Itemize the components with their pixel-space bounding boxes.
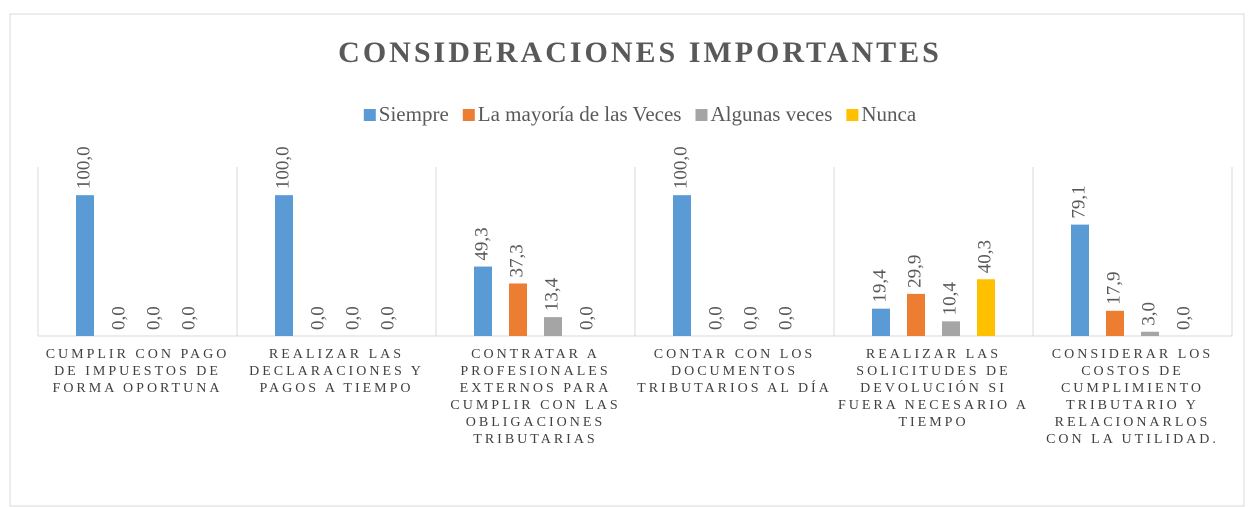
value-label: 0,0	[576, 306, 597, 330]
value-label: 0,0	[143, 306, 164, 330]
legend-label: Nunca	[861, 102, 916, 126]
bar	[509, 283, 527, 336]
legend-swatch	[695, 109, 708, 121]
legend-swatch	[846, 109, 859, 121]
value-label: 10,4	[939, 282, 960, 316]
value-label: 37,3	[506, 244, 527, 277]
value-label: 0,0	[740, 306, 761, 330]
value-label: 0,0	[377, 306, 398, 330]
value-label: 13,4	[541, 277, 562, 311]
bar	[544, 317, 562, 336]
value-label: 0,0	[775, 306, 796, 330]
value-label: 17,9	[1103, 272, 1124, 305]
value-label: 100,0	[670, 146, 691, 189]
legend-label: La mayoría de las Veces	[478, 102, 682, 126]
value-label: 0,0	[1173, 306, 1194, 330]
value-label: 100,0	[73, 146, 94, 189]
legend-swatch	[462, 109, 475, 121]
value-label: 0,0	[342, 306, 363, 330]
value-label: 29,9	[904, 255, 925, 288]
value-label: 0,0	[178, 306, 199, 330]
bar	[907, 293, 925, 336]
x-tick-label: CONTRATAR A PROFESIONALES EXTERNOS PARA …	[450, 347, 621, 447]
bar	[1141, 331, 1159, 336]
value-label: 0,0	[705, 306, 726, 330]
value-label: 79,1	[1068, 185, 1089, 218]
bar	[977, 279, 995, 336]
value-label: 49,3	[471, 227, 492, 260]
bar	[1071, 224, 1089, 336]
chart-title: CONSIDERACIONES IMPORTANTES	[338, 36, 942, 69]
bar	[275, 195, 293, 336]
bar	[474, 266, 492, 336]
value-label: 0,0	[108, 306, 129, 330]
chart-border	[9, 13, 1245, 507]
value-label: 0,0	[307, 306, 328, 330]
value-label: 40,3	[974, 240, 995, 273]
bar	[673, 195, 691, 336]
x-tick-label: CONSIDERAR LOS COSTOS DE CUMPLIMIENTO TR…	[1046, 347, 1219, 447]
x-tick-label: REALIZAR LAS DECLARACIONES Y PAGOS A TIE…	[249, 347, 424, 396]
bar	[872, 308, 890, 336]
value-label: 19,4	[869, 269, 890, 303]
legend-swatch	[363, 109, 376, 121]
legend-label: Algunas veces	[710, 102, 832, 126]
x-tick-label: CONTAR CON LOS DOCUMENTOS TRIBUTARIOS AL…	[637, 347, 832, 396]
legend-label: Siempre	[379, 102, 449, 126]
bar	[76, 195, 94, 336]
x-tick-label: REALIZAR LAS SOLICITUDES DE DEVOLUCIÓN S…	[837, 347, 1030, 430]
bar	[1106, 310, 1124, 336]
value-label: 100,0	[272, 146, 293, 189]
x-tick-label: CUMPLIR CON PAGO DE IMPUESTOS DE FORMA O…	[45, 347, 230, 396]
bar	[942, 321, 960, 336]
value-label: 3,0	[1138, 302, 1159, 326]
